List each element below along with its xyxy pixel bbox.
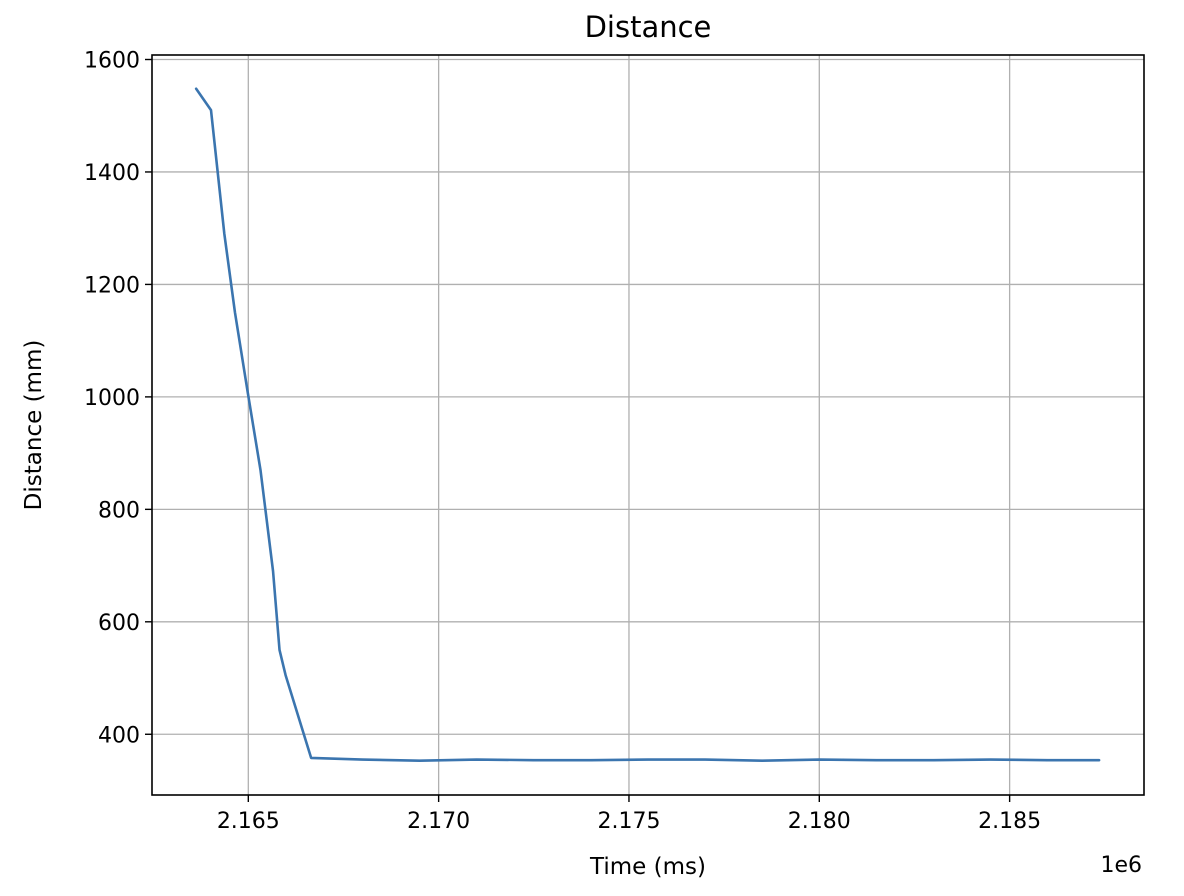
x-tick-label: 2.180: [788, 809, 851, 834]
x-tick-label: 2.165: [217, 809, 280, 834]
chart-title: Distance: [585, 10, 712, 44]
y-tick-label: 600: [98, 611, 140, 636]
x-tick-label: 2.175: [597, 809, 660, 834]
grid-lines: [152, 55, 1144, 795]
ticks: 2.165 2.170 2.175 2.180 2.185 400 600 800 1000 12…: [84, 48, 1041, 834]
series-line-0: [194, 87, 1101, 763]
x-axis-offset-label: 1e6: [1100, 853, 1142, 878]
y-tick-label: 1000: [84, 386, 140, 411]
y-tick-label: 1400: [84, 161, 140, 186]
x-tick-label: 2.185: [978, 809, 1041, 834]
series-layer: [194, 87, 1101, 763]
x-tick-label: 2.170: [407, 809, 470, 834]
plot-frame: [151, 54, 1145, 796]
y-axis-label: Distance (mm): [21, 340, 47, 511]
x-axis-label: Time (ms): [589, 854, 706, 880]
y-tick-label: 1200: [84, 273, 140, 298]
y-tick-label: 400: [98, 723, 140, 748]
y-tick-label: 1600: [84, 48, 140, 73]
y-tick-label: 800: [98, 498, 140, 523]
